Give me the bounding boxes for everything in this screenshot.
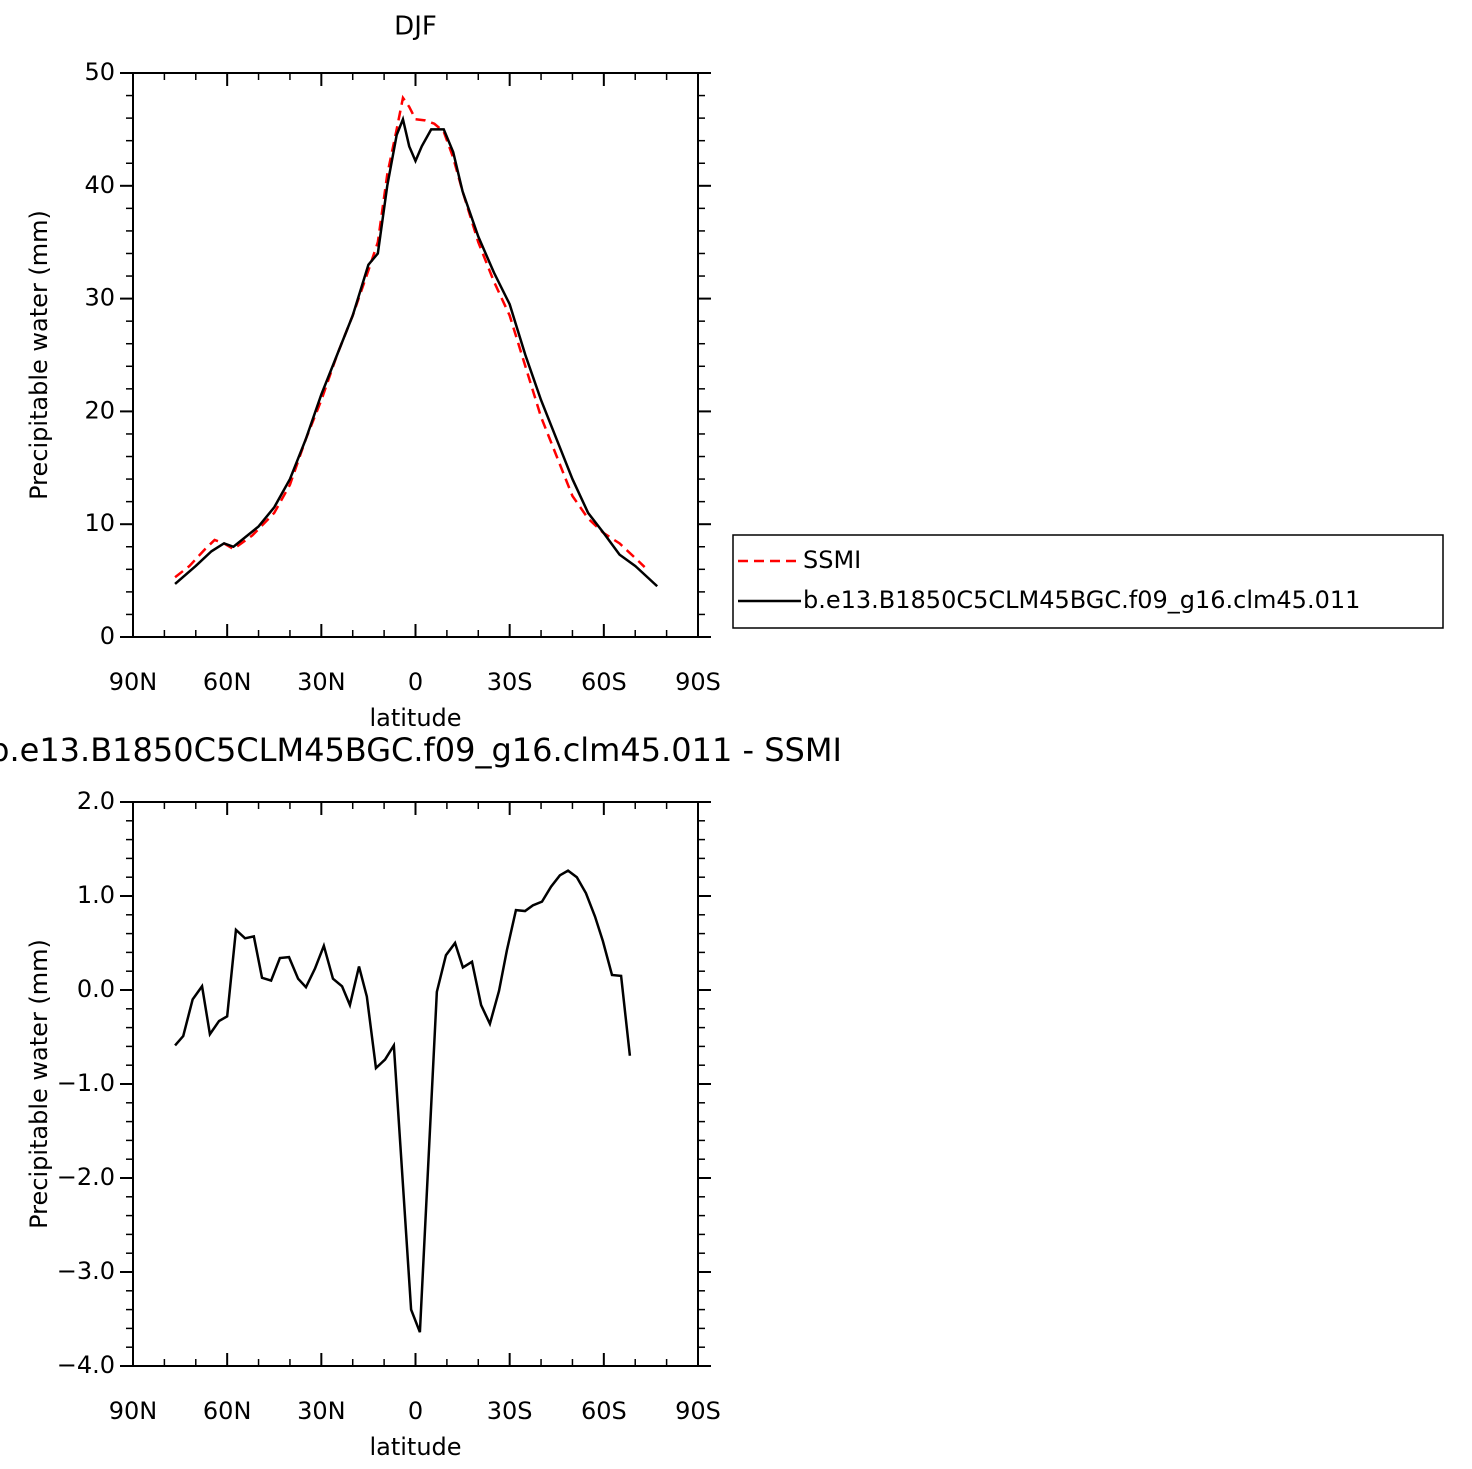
x-tick-label: 90N [109, 668, 158, 696]
series-line [174, 869, 632, 1333]
legend-box [732, 534, 1444, 629]
x-tick-label: 60S [581, 668, 627, 696]
x-tick-label: 30S [487, 668, 533, 696]
y-tick-label: 20 [84, 396, 115, 424]
x-tick-label: 0 [408, 668, 423, 696]
plot-frame [132, 801, 699, 1367]
y-tick-label: −4.0 [57, 1351, 115, 1379]
x-tick-label: 30N [297, 1397, 346, 1425]
y-tick-label: 40 [84, 171, 115, 199]
legend-label: b.e13.B1850C5CLM45BGC.f09_g16.clm45.011 [803, 586, 1360, 614]
y-axis-label: Precipitable water (mm) [25, 939, 53, 1229]
x-tick-label: 90N [109, 1397, 158, 1425]
y-tick-label: 0 [100, 622, 115, 650]
y-tick-label: −3.0 [57, 1257, 115, 1285]
x-tick-label: 90S [675, 1397, 721, 1425]
legend-label: SSMI [803, 546, 861, 574]
x-tick-label: 30S [487, 1397, 533, 1425]
x-axis-label: latitude [369, 1433, 461, 1461]
y-tick-label: 10 [84, 509, 115, 537]
chart-title: b.e13.B1850C5CLM45BGC.f09_g16.clm45.011 … [0, 731, 842, 769]
x-tick-label: 90S [675, 668, 721, 696]
y-tick-label: −2.0 [57, 1163, 115, 1191]
x-axis-label: latitude [369, 704, 461, 732]
x-tick-label: 30N [297, 668, 346, 696]
plot-frame [132, 72, 699, 638]
x-tick-label: 60N [203, 1397, 252, 1425]
x-tick-label: 60N [203, 668, 252, 696]
x-tick-label: 0 [408, 1397, 423, 1425]
x-tick-label: 60S [581, 1397, 627, 1425]
y-tick-label: 50 [84, 58, 115, 86]
y-tick-label: 0.0 [77, 975, 115, 1003]
series-line [174, 94, 646, 579]
y-tick-label: 2.0 [77, 787, 115, 815]
series-line [174, 115, 659, 588]
chart-title: DJF [394, 12, 437, 42]
y-tick-label: 1.0 [77, 881, 115, 909]
y-tick-label: −1.0 [57, 1069, 115, 1097]
y-tick-label: 30 [84, 284, 115, 312]
y-axis-label: Precipitable water (mm) [25, 210, 53, 500]
